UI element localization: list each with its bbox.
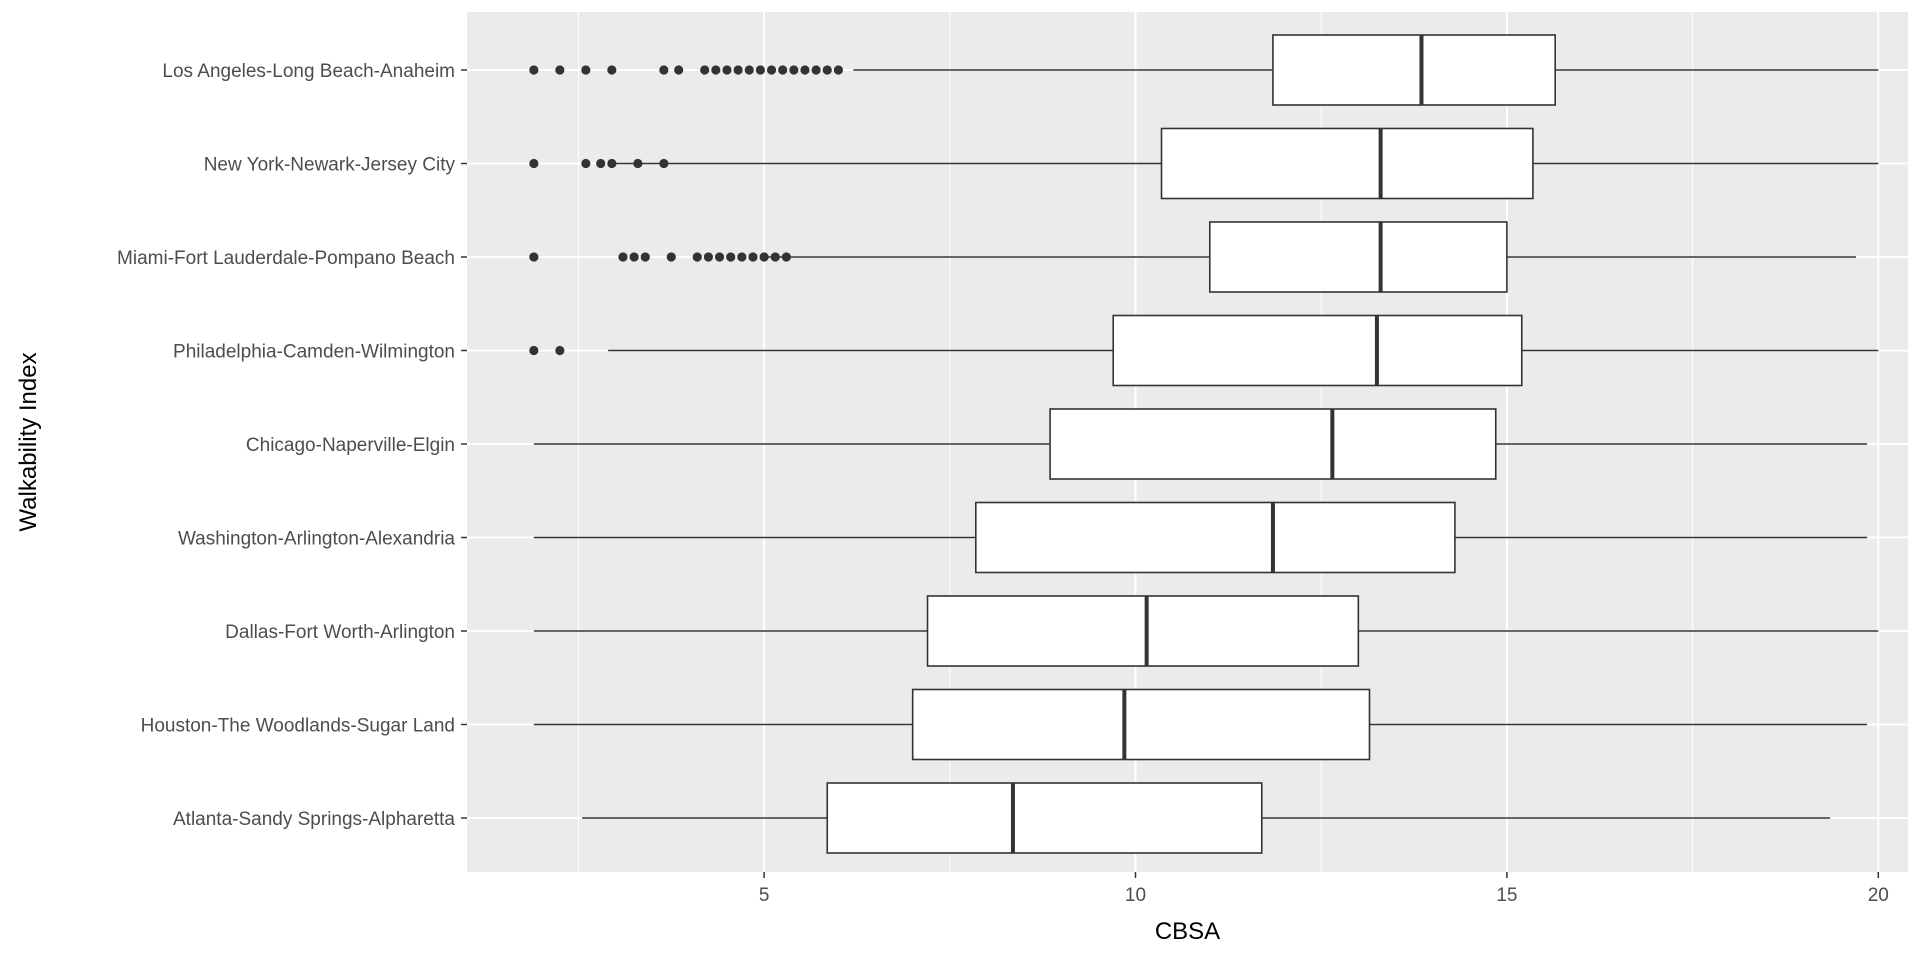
y-tick-label: Miami-Fort Lauderdale-Pompano Beach (117, 248, 455, 269)
x-tick-label: 15 (1496, 885, 1517, 906)
outlier-point (770, 252, 780, 262)
y-tick-label: Dallas-Fort Worth-Arlington (225, 622, 455, 643)
outlier-point (674, 65, 684, 75)
outlier-point (726, 252, 736, 262)
outlier-point (744, 65, 754, 75)
outlier-point (640, 252, 650, 262)
box-group (529, 314, 1879, 387)
box-iqr (975, 501, 1456, 574)
outlier-point (692, 252, 702, 262)
outlier-point (666, 252, 676, 262)
outlier-point (781, 252, 791, 262)
y-tick-label: Chicago-Naperville-Elgin (246, 435, 455, 456)
outlier-point (711, 65, 721, 75)
outlier-point (800, 65, 810, 75)
box-iqr (911, 688, 1371, 761)
box-group (533, 408, 1868, 480)
outlier-point (529, 158, 539, 169)
x-tick-label: 10 (1125, 885, 1146, 906)
outlier-point (529, 252, 539, 262)
y-tick-label: New York-Newark-Jersey City (204, 155, 456, 176)
box-iqr (826, 782, 1263, 854)
outlier-point (722, 65, 732, 75)
outlier-point (737, 252, 747, 262)
outlier-point (703, 252, 714, 262)
y-tick-label: Houston-The Woodlands-Sugar Land (141, 716, 455, 737)
outlier-point (633, 158, 643, 169)
x-axis-title: CBSA (1155, 918, 1220, 945)
outlier-point (607, 158, 617, 169)
outlier-point (659, 65, 669, 75)
y-axis-title: Walkability Index (15, 352, 42, 531)
outlier-point (607, 65, 617, 75)
outlier-point (755, 65, 765, 75)
outlier-point (822, 65, 832, 75)
box-iqr (926, 595, 1360, 667)
outlier-point (759, 252, 769, 262)
box-iqr (1112, 314, 1523, 387)
outlier-point (555, 345, 565, 356)
outlier-point (529, 65, 539, 75)
outlier-point (659, 158, 669, 169)
outlier-point (766, 65, 777, 75)
outlier-point (555, 65, 565, 75)
outlier-point (529, 345, 539, 356)
box-iqr (1160, 127, 1534, 200)
outlier-point (778, 65, 788, 75)
outlier-point (733, 65, 743, 75)
outlier-point (789, 65, 799, 75)
x-tick-label: 20 (1868, 885, 1889, 906)
box-group (529, 34, 1879, 106)
outlier-point (811, 65, 821, 75)
box-group (529, 127, 1879, 200)
outlier-point (618, 252, 628, 262)
box-group (529, 221, 1857, 293)
box-iqr (1208, 221, 1508, 293)
box-group (533, 688, 1868, 761)
box-group (533, 501, 1868, 574)
outlier-point (581, 65, 591, 75)
outlier-point (581, 158, 591, 169)
outlier-point (700, 65, 710, 75)
x-tick-label: 5 (759, 885, 770, 906)
outlier-point (748, 252, 758, 262)
box-group (533, 595, 1879, 667)
outlier-point (833, 65, 843, 75)
box-group (582, 782, 1831, 854)
outlier-point (714, 252, 725, 262)
y-tick-label: Washington-Arlington-Alexandria (178, 529, 455, 550)
outlier-point (596, 158, 606, 169)
y-tick-label: Atlanta-Sandy Springs-Alpharetta (173, 809, 455, 830)
y-tick-label: Philadelphia-Camden-Wilmington (173, 342, 455, 363)
y-tick-label: Los Angeles-Long Beach-Anaheim (162, 61, 455, 82)
outlier-point (629, 252, 639, 262)
box-iqr (1272, 34, 1556, 106)
box-iqr (1049, 408, 1497, 480)
